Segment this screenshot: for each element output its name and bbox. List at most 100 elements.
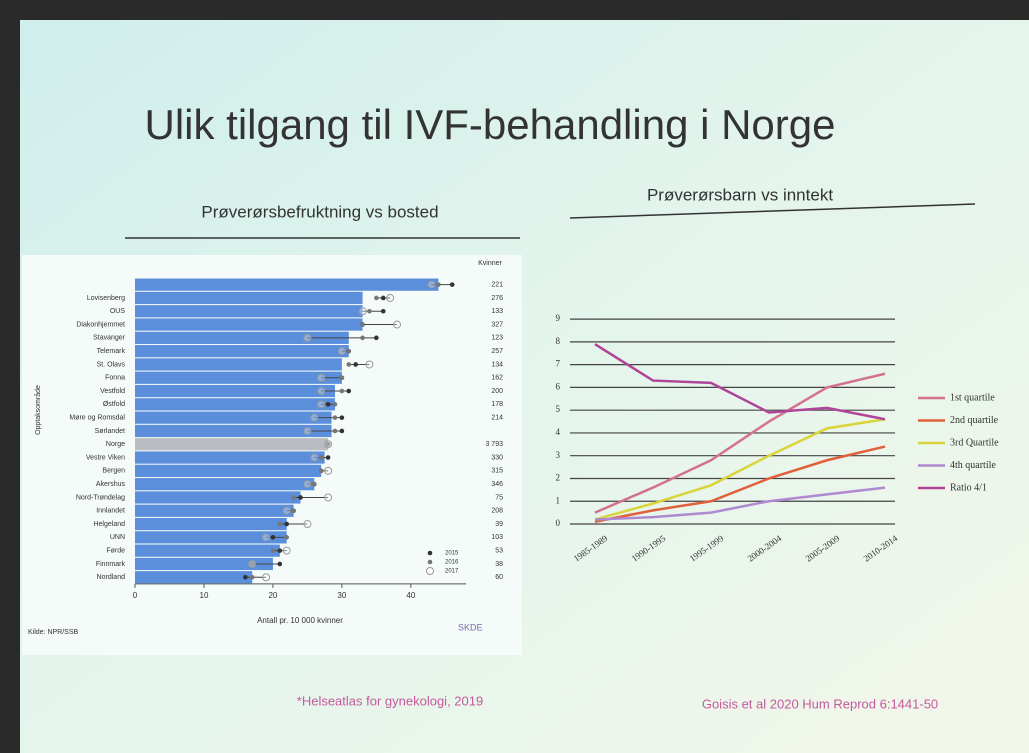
y-tick-label: Innlandet bbox=[96, 508, 125, 515]
dot bbox=[270, 535, 276, 540]
dot bbox=[303, 520, 312, 529]
dot bbox=[332, 428, 338, 434]
dot bbox=[374, 335, 379, 341]
dot bbox=[248, 559, 257, 568]
x-tick-label: 0 bbox=[133, 591, 138, 600]
y-tick-label: Møre og Romsdal bbox=[69, 414, 125, 421]
table-cell: 315 bbox=[491, 468, 503, 475]
bar bbox=[135, 411, 332, 424]
y-tick-label: Nord-Trøndelag bbox=[76, 494, 125, 501]
bar bbox=[135, 478, 315, 491]
dot bbox=[243, 574, 248, 580]
dot bbox=[339, 415, 345, 420]
table-cell: 257 bbox=[491, 348, 503, 355]
table-cell: 221 bbox=[491, 281, 503, 288]
legend-label: 2nd quartile bbox=[950, 415, 999, 426]
dot bbox=[374, 295, 379, 301]
dot bbox=[365, 360, 374, 369]
y-tick-label: Norge bbox=[106, 441, 125, 448]
dot bbox=[310, 453, 319, 462]
legend-label: 2017 bbox=[445, 569, 459, 575]
table-cell: 134 bbox=[491, 361, 503, 368]
dot bbox=[393, 320, 402, 329]
table-cell: 53 bbox=[495, 547, 503, 554]
legend-label: 3rd Quartile bbox=[950, 437, 999, 448]
dot bbox=[317, 400, 326, 409]
dot bbox=[249, 561, 255, 567]
y-tick-label: OUS bbox=[110, 308, 126, 315]
dot bbox=[303, 480, 312, 489]
dot bbox=[325, 455, 331, 460]
slide-title: Ulik tilgang til IVF-behandling i Norge bbox=[144, 101, 835, 148]
y-tick-label: Nordland bbox=[97, 574, 126, 581]
chart-title: Prøverørsbefruktning vs bosted bbox=[201, 202, 438, 221]
x-axis-label: Antall pr. 10 000 kvinner bbox=[257, 616, 343, 625]
dot bbox=[339, 375, 345, 381]
bar bbox=[135, 424, 332, 438]
y-tick-label: Fonna bbox=[105, 375, 125, 382]
dot bbox=[317, 387, 326, 396]
y-tick-label: Sørlandet bbox=[95, 428, 125, 435]
dot bbox=[318, 455, 324, 460]
bar bbox=[135, 358, 342, 371]
y-tick-label: 9 bbox=[556, 313, 561, 323]
dot bbox=[332, 402, 338, 407]
bar bbox=[135, 504, 294, 517]
dot bbox=[262, 533, 271, 542]
y-tick-label: Vestfold bbox=[100, 388, 125, 395]
legend-label: 1st quartile bbox=[950, 392, 995, 403]
dot bbox=[284, 521, 290, 527]
dot bbox=[311, 481, 317, 487]
dot bbox=[324, 440, 333, 449]
bar bbox=[135, 345, 349, 358]
bar bbox=[135, 451, 325, 464]
dot bbox=[318, 468, 324, 474]
dot bbox=[360, 335, 365, 341]
dot bbox=[277, 561, 283, 567]
dot bbox=[332, 415, 338, 420]
table-cell: 346 bbox=[491, 481, 503, 488]
dot bbox=[284, 535, 290, 540]
dot bbox=[317, 373, 326, 382]
dot bbox=[346, 362, 352, 367]
y-tick-label: Bergen bbox=[102, 468, 125, 475]
dot bbox=[449, 282, 455, 287]
table-cell: 330 bbox=[491, 454, 503, 461]
bar bbox=[135, 571, 253, 584]
bar bbox=[135, 371, 342, 384]
dot bbox=[353, 362, 358, 367]
y-tick-label: Diakonhjemmet bbox=[76, 321, 125, 328]
dot bbox=[346, 348, 352, 354]
y-tick-label: Helgeland bbox=[93, 521, 125, 528]
dot bbox=[337, 347, 346, 356]
table-cell: 208 bbox=[491, 508, 503, 515]
column-title: Kvinner bbox=[478, 260, 502, 267]
dot bbox=[360, 322, 365, 327]
table-cell: 276 bbox=[491, 295, 503, 302]
y-tick-label: Akershus bbox=[96, 481, 126, 488]
legend-marker bbox=[426, 567, 434, 575]
bar bbox=[135, 305, 363, 318]
dot bbox=[310, 413, 319, 422]
dot bbox=[277, 548, 283, 553]
logo: SKDE bbox=[458, 622, 483, 632]
y-tick-label: Lovisenberg bbox=[87, 295, 125, 302]
bar bbox=[135, 331, 349, 344]
y-tick-label: 0 bbox=[556, 518, 561, 528]
line bbox=[594, 486, 886, 521]
x-tick-label: 30 bbox=[337, 591, 346, 600]
table-cell: 162 bbox=[491, 375, 503, 382]
y-tick-label: 4 bbox=[556, 427, 561, 437]
bar bbox=[135, 291, 363, 305]
bar bbox=[135, 318, 363, 331]
y-tick-label: Finnmark bbox=[96, 561, 126, 568]
bar bbox=[135, 517, 287, 531]
legend-label: 2015 bbox=[445, 551, 459, 557]
table-cell: 75 bbox=[495, 494, 503, 501]
line bbox=[594, 445, 886, 523]
dot bbox=[427, 280, 436, 289]
footnote: Goisis et al 2020 Hum Reprod 6:1441-50 bbox=[702, 696, 938, 711]
dot bbox=[282, 506, 291, 515]
bar bbox=[135, 464, 322, 477]
y-tick-label: Østfold bbox=[103, 401, 125, 408]
